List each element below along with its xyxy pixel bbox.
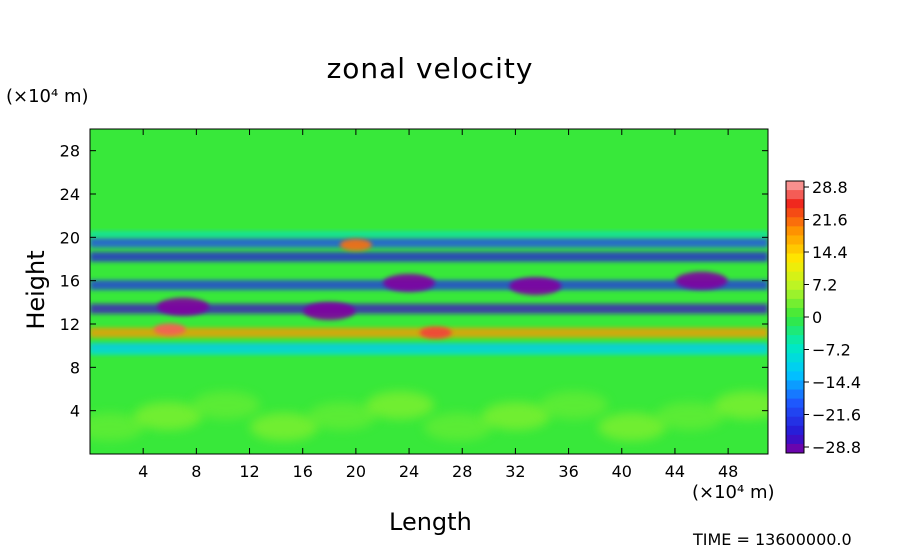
y-tick-label: 12 bbox=[60, 315, 80, 334]
colorbar-swatch bbox=[786, 326, 804, 336]
x-tick-label: 8 bbox=[191, 462, 201, 481]
field-feature bbox=[303, 302, 356, 320]
colorbar-swatch bbox=[786, 389, 804, 400]
colorbar-swatch bbox=[786, 244, 804, 255]
x-tick-label: 36 bbox=[558, 462, 578, 481]
chart-title: zonal velocity bbox=[326, 52, 534, 85]
field-band bbox=[90, 303, 768, 314]
colorbar: 28.8 21.6 14.4 7.2 0 −7.2 −14.4 −21.6 −28.8 bbox=[785, 178, 861, 457]
colorbar-swatch bbox=[786, 425, 804, 436]
y-tick-label: 4 bbox=[70, 402, 80, 421]
x-tick-label: 28 bbox=[452, 462, 472, 481]
colorbar-swatch bbox=[786, 181, 804, 191]
colorbar-label: 28.8 bbox=[812, 178, 848, 197]
field-patch bbox=[366, 391, 434, 420]
y-tick-label: 8 bbox=[70, 358, 80, 377]
x-tick-label: 40 bbox=[612, 462, 632, 481]
x-axis-ticks: 4 8 12 16 20 24 28 32 36 40 44 48 bbox=[138, 129, 738, 481]
y-tick-label: 16 bbox=[60, 272, 80, 291]
colorbar-swatch bbox=[786, 199, 804, 209]
field-patch bbox=[90, 412, 144, 441]
field-feature bbox=[157, 297, 210, 316]
colorbar-swatch bbox=[786, 307, 804, 318]
field-band bbox=[90, 251, 768, 262]
field-patch bbox=[424, 412, 492, 441]
colorbar-swatch bbox=[786, 217, 804, 227]
field-feature bbox=[383, 273, 436, 292]
field-feature bbox=[339, 238, 372, 251]
heatmap-plot-area bbox=[90, 129, 768, 454]
colorbar-swatch bbox=[786, 226, 804, 236]
field-feature bbox=[153, 323, 186, 336]
colorbar-swatch bbox=[786, 398, 804, 409]
colorbar-swatch bbox=[786, 335, 804, 345]
y-axis-ticks: 4 8 12 16 20 24 28 bbox=[60, 142, 768, 421]
x-tick-label: 4 bbox=[138, 462, 148, 481]
field-band bbox=[90, 349, 768, 356]
x-tick-label: 16 bbox=[293, 462, 313, 481]
y-tick-label: 20 bbox=[60, 228, 80, 247]
y-tick-label: 24 bbox=[60, 185, 80, 204]
colorbar-swatch bbox=[786, 362, 804, 372]
colorbar-label: −21.6 bbox=[812, 406, 861, 425]
field-band bbox=[90, 237, 768, 248]
x-tick-label: 32 bbox=[505, 462, 525, 481]
x-tick-label: 24 bbox=[399, 462, 419, 481]
field-patch bbox=[482, 402, 550, 431]
field-patch bbox=[134, 402, 202, 431]
field-patch bbox=[540, 391, 608, 420]
field-feature bbox=[509, 277, 562, 296]
colorbar-swatch bbox=[786, 253, 804, 264]
x-tick-label: 12 bbox=[239, 462, 259, 481]
field-patch bbox=[192, 391, 260, 420]
colorbar-swatch bbox=[786, 443, 804, 454]
colorbar-swatch bbox=[786, 344, 804, 354]
y-axis-unit: (×10⁴ m) bbox=[6, 86, 89, 107]
colorbar-swatch bbox=[786, 289, 804, 300]
field-patch bbox=[598, 412, 666, 441]
colorbar-swatch bbox=[786, 434, 804, 445]
colorbar-label: 14.4 bbox=[812, 243, 848, 262]
colorbar-swatch bbox=[786, 371, 804, 381]
x-axis-label: Length bbox=[389, 508, 472, 536]
colorbar-swatch bbox=[786, 353, 804, 363]
velocity-field bbox=[90, 231, 768, 441]
field-patch bbox=[250, 412, 318, 441]
colorbar-label: 7.2 bbox=[812, 276, 837, 295]
colorbar-swatch bbox=[786, 271, 804, 282]
field-feature bbox=[419, 326, 452, 339]
colorbar-swatch bbox=[786, 262, 804, 273]
field-patch bbox=[308, 402, 376, 431]
colorbar-label: 21.6 bbox=[812, 211, 848, 230]
x-tick-label: 44 bbox=[665, 462, 685, 481]
colorbar-swatch bbox=[786, 190, 804, 200]
y-tick-label: 28 bbox=[60, 142, 80, 161]
colorbar-label: −28.8 bbox=[812, 438, 861, 457]
colorbar-swatch bbox=[786, 298, 804, 309]
colorbar-swatch bbox=[786, 235, 804, 245]
field-feature bbox=[675, 271, 728, 290]
x-tick-label: 48 bbox=[718, 462, 738, 481]
colorbar-label: 0 bbox=[812, 308, 822, 327]
colorbar-swatch bbox=[786, 317, 804, 327]
field-band bbox=[90, 342, 768, 353]
x-tick-label: 20 bbox=[346, 462, 366, 481]
plot-frame bbox=[89, 128, 769, 455]
colorbar-swatch bbox=[786, 416, 804, 427]
colorbar-swatch bbox=[786, 407, 804, 418]
colorbar-swatch bbox=[786, 208, 804, 218]
field-patch bbox=[656, 402, 724, 431]
field-patch bbox=[714, 391, 768, 420]
colorbar-label: −14.4 bbox=[812, 373, 861, 392]
colorbar-swatch bbox=[786, 380, 804, 391]
x-axis-unit: (×10⁴ m) bbox=[692, 482, 775, 503]
colorbar-label: −7.2 bbox=[812, 341, 851, 360]
colorbar-swatch bbox=[786, 280, 804, 291]
field-band bbox=[90, 231, 768, 238]
